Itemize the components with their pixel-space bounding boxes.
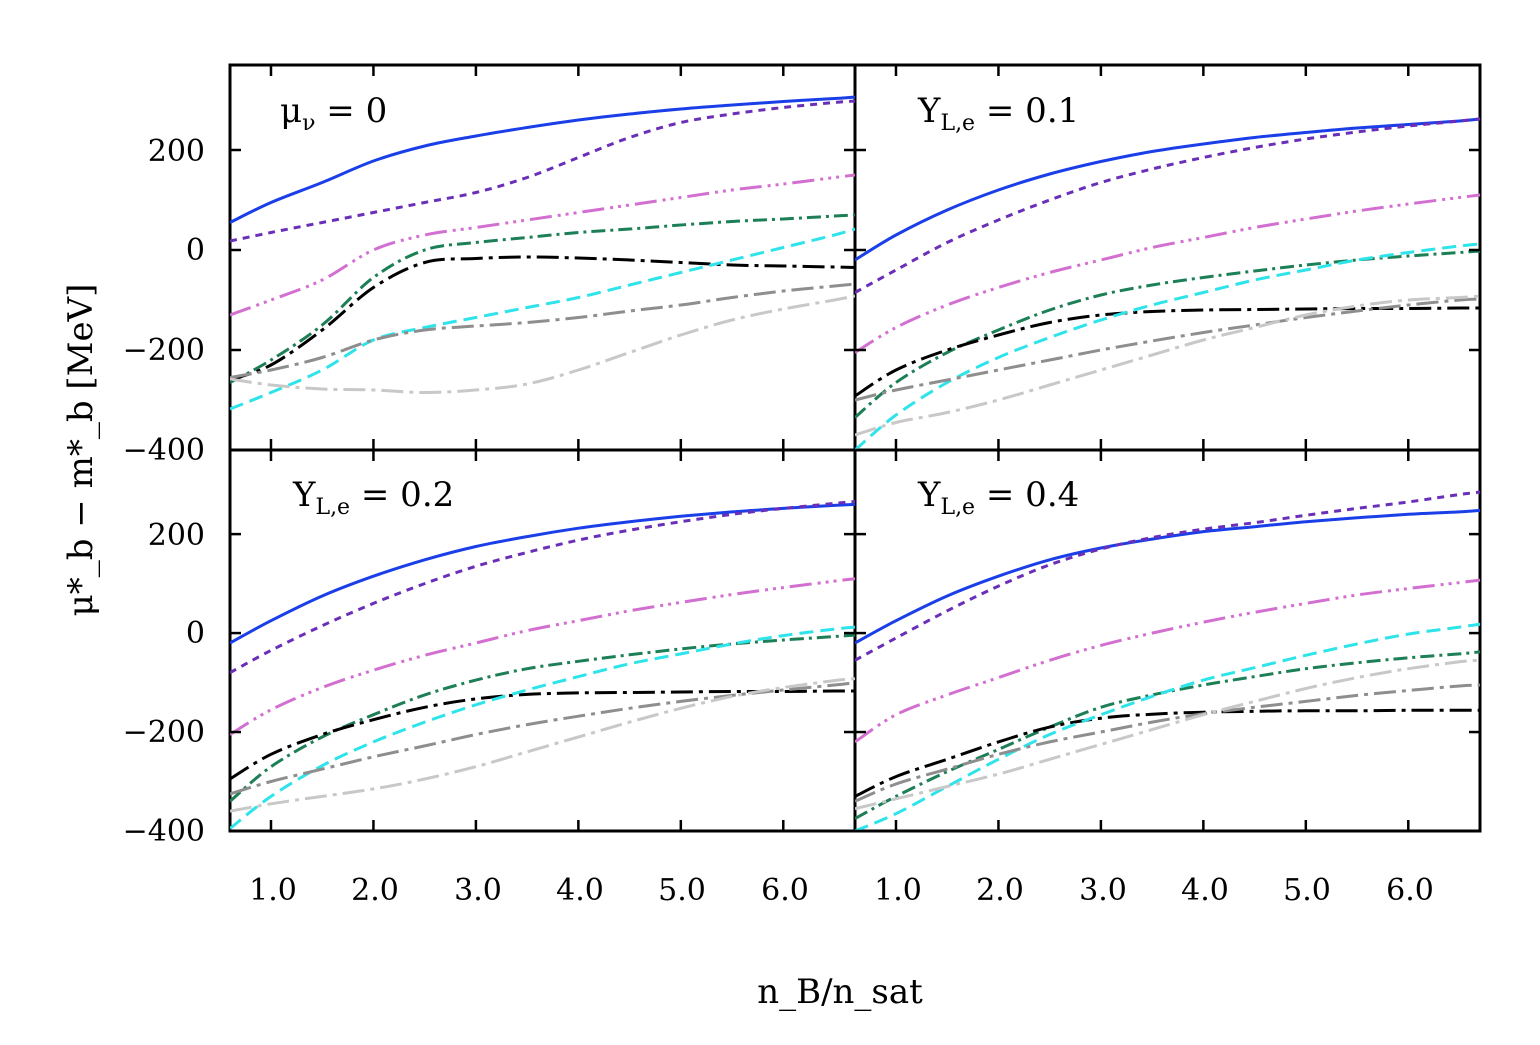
- panel-label-4-main: Y: [917, 475, 941, 515]
- panel-2-series-3-line: [855, 193, 1480, 354]
- panel-1-series-2-line: [230, 99, 855, 243]
- x-tick-label-left-2: 2.0: [351, 873, 399, 908]
- panel-1-curves: [230, 95, 855, 411]
- curves: [230, 95, 1480, 831]
- panel-4-frame: [853, 448, 1482, 833]
- x-tick-label-left-5: 5.0: [658, 873, 706, 908]
- panel-4-series-3-line: [855, 578, 1480, 744]
- y-tick-label-bottom-minus200: −200: [123, 715, 205, 750]
- panel-frames: [228, 63, 1482, 833]
- panel-3-curves: [230, 500, 855, 830]
- panel-label-2-main: Y: [917, 91, 941, 131]
- panel-label-1-main: μ: [280, 91, 302, 131]
- panel-1-series-4-line: [230, 213, 855, 384]
- panel-4-series-4-line: [855, 650, 1480, 820]
- panel-4-series-6-line: [855, 622, 1480, 831]
- x-tick-label-right-3: 3.0: [1079, 873, 1127, 908]
- panel-2-series-1-line: [855, 117, 1480, 262]
- panel-4-series-7-line: [855, 683, 1480, 803]
- panel-4-series-2-line: [855, 490, 1480, 662]
- panel-1-series-8-line: [230, 294, 855, 395]
- panel-label-3-main: Y: [292, 475, 316, 515]
- panel-2-series-4-line: [855, 249, 1480, 419]
- x-tick-label-right-1: 1.0: [874, 873, 922, 908]
- y-tick-label-top-minus400: −400: [123, 433, 205, 468]
- y-tick-label-bottom-0: 0: [186, 616, 205, 651]
- panel-label-1: μν = 0: [280, 91, 387, 136]
- panel-label-1-sub: ν: [302, 111, 315, 136]
- panel-1-series-5-line: [230, 255, 855, 382]
- x-tick-label-left-1: 1.0: [249, 873, 297, 908]
- panel-3-series-4-line: [230, 633, 855, 803]
- y-tick-labels: 200 0 −200 −400 200 0 −200 −400: [123, 134, 205, 849]
- panel-label-1-rest: = 0: [315, 91, 387, 131]
- panel-label-3: YL,e = 0.2: [292, 475, 454, 520]
- panel-3-series-8-line: [230, 677, 855, 813]
- panel-label-4: YL,e = 0.4: [917, 475, 1079, 520]
- panel-label-3-rest: = 0.2: [350, 475, 454, 515]
- panel-2-curves: [855, 117, 1480, 450]
- panel-2-series-2-line: [855, 117, 1480, 294]
- y-tick-label-bottom-200: 200: [148, 518, 205, 553]
- panel-label-2: YL,e = 0.1: [917, 91, 1079, 136]
- x-tick-label-left-6: 6.0: [761, 873, 809, 908]
- panel-1-series-7-line: [230, 282, 855, 379]
- panel-3-series-5-line: [230, 689, 855, 781]
- x-axis-label: n_B/n_sat: [757, 972, 923, 1012]
- panel-4-series-5-line: [855, 708, 1480, 798]
- panel-3-series-6-line: [230, 625, 855, 830]
- x-tick-label-left-3: 3.0: [454, 873, 502, 908]
- y-tick-label-bottom-minus400: −400: [123, 814, 205, 849]
- x-tick-label-right-6: 6.0: [1386, 873, 1434, 908]
- panel-4-curves: [855, 490, 1480, 831]
- panel-4-series-8-line: [855, 658, 1480, 811]
- x-tick-label-right-4: 4.0: [1181, 873, 1229, 908]
- panel-4-series-1-line: [855, 508, 1480, 645]
- panel-2-series-6-line: [855, 242, 1480, 450]
- x-tick-labels: 1.0 2.0 3.0 4.0 5.0 6.0 1.0 2.0 3.0 4.0 …: [249, 873, 1434, 908]
- panel-label-4-rest: = 0.4: [975, 475, 1079, 515]
- ticks: [230, 65, 1480, 833]
- y-axis-label: μ*_b − m*_b [MeV]: [61, 284, 101, 617]
- x-tick-label-right-5: 5.0: [1283, 873, 1331, 908]
- panel-label-2-sub: L,e: [940, 111, 975, 136]
- panel-3-series-7-line: [230, 681, 855, 796]
- panel-1-series-1-line: [230, 95, 855, 224]
- panel-label-3-sub: L,e: [315, 495, 350, 520]
- panel-3-series-1-line: [230, 502, 855, 645]
- x-tick-label-right-2: 2.0: [976, 873, 1024, 908]
- panel-3-series-3-line: [230, 577, 855, 736]
- y-tick-label-top-minus200: −200: [123, 333, 205, 368]
- panel-label-2-rest: = 0.1: [975, 91, 1079, 131]
- panel-3-series-2-line: [230, 500, 855, 675]
- panel-1-series-6-line: [230, 227, 855, 411]
- y-tick-label-top-0: 0: [186, 233, 205, 268]
- x-tick-label-left-4: 4.0: [556, 873, 604, 908]
- panel-2-series-8-line: [855, 294, 1480, 437]
- y-tick-label-top-200: 200: [148, 134, 205, 169]
- panel-label-4-sub: L,e: [940, 495, 975, 520]
